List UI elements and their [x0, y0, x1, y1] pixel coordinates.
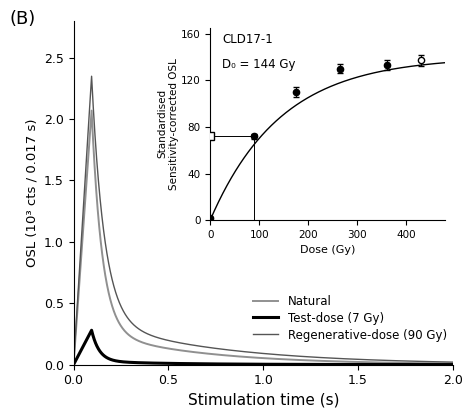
Legend: Natural, Test-dose (7 Gy), Regenerative-dose (90 Gy): Natural, Test-dose (7 Gy), Regenerative-…: [253, 295, 447, 341]
Test-dose (7 Gy): [450, 362, 456, 367]
Natural: [246, 354, 251, 360]
Regenerative-dose (90 Gy): [255, 351, 261, 356]
Regenerative-dose (90 Gy): [246, 349, 251, 354]
Regenerative-dose (90 Gy): [450, 360, 456, 365]
Test-dose (7 Gy): [89, 328, 94, 333]
Natural: [439, 361, 445, 366]
Text: (B): (B): [9, 10, 36, 28]
Natural: [90, 138, 96, 143]
Natural: [439, 361, 445, 366]
Regenerative-dose (90 Gy): [71, 362, 76, 367]
Regenerative-dose (90 Gy): [89, 74, 94, 79]
Natural: [450, 361, 456, 366]
X-axis label: Stimulation time (s): Stimulation time (s): [188, 393, 339, 408]
Natural: [255, 355, 261, 360]
Test-dose (7 Gy): [439, 362, 445, 367]
Line: Natural: Natural: [73, 111, 453, 365]
Regenerative-dose (90 Gy): [439, 360, 445, 365]
Test-dose (7 Gy): [370, 362, 375, 367]
Test-dose (7 Gy): [90, 334, 96, 339]
Y-axis label: OSL (10³ cts / 0.017 s): OSL (10³ cts / 0.017 s): [25, 119, 38, 267]
Regenerative-dose (90 Gy): [90, 102, 96, 107]
Regenerative-dose (90 Gy): [439, 360, 445, 365]
Natural: [89, 108, 94, 113]
Regenerative-dose (90 Gy): [370, 357, 375, 362]
Natural: [370, 360, 375, 365]
Test-dose (7 Gy): [246, 362, 251, 367]
Test-dose (7 Gy): [439, 362, 445, 367]
Test-dose (7 Gy): [255, 362, 261, 367]
Test-dose (7 Gy): [71, 362, 76, 367]
Line: Regenerative-dose (90 Gy): Regenerative-dose (90 Gy): [73, 76, 453, 365]
Natural: [71, 362, 76, 367]
Line: Test-dose (7 Gy): Test-dose (7 Gy): [73, 330, 453, 365]
